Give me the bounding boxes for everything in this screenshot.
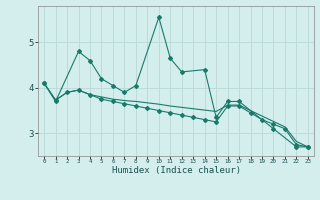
X-axis label: Humidex (Indice chaleur): Humidex (Indice chaleur) [111,166,241,175]
